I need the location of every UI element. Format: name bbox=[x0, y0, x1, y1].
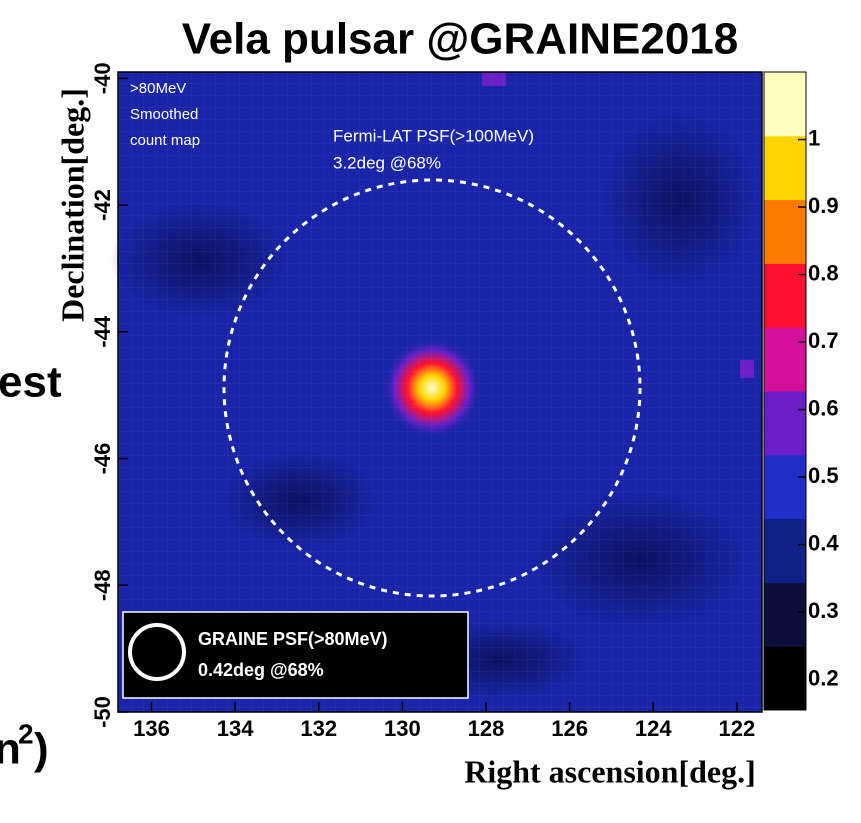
annotation: Fermi-LAT PSF(>100MeV) bbox=[333, 126, 534, 145]
colorbar-step bbox=[764, 455, 806, 519]
annotation: >80MeV bbox=[130, 80, 186, 97]
x-axis-label: Right ascension[deg.] bbox=[464, 753, 756, 789]
y-tick-label: -48 bbox=[90, 569, 115, 601]
x-tick-label: 134 bbox=[217, 716, 254, 741]
cropped-text: ) bbox=[34, 725, 49, 774]
chart: Vela pulsar @GRAINE2018 >80MeV Smoothed … bbox=[0, 0, 861, 818]
colorbar-step bbox=[764, 646, 806, 710]
colorbar-tick-label: 0.8 bbox=[808, 260, 839, 285]
colorbar-tick-label: 0.4 bbox=[808, 530, 839, 555]
y-axis-label: Declination[deg.] bbox=[54, 88, 90, 322]
colorbar-step bbox=[764, 582, 806, 646]
y-tick-label: -42 bbox=[90, 189, 115, 221]
annotation: GRAINE PSF(>80MeV) bbox=[198, 629, 388, 649]
colorbar-step bbox=[764, 136, 806, 200]
x-tick-label: 126 bbox=[551, 716, 588, 741]
annotation: Smoothed bbox=[130, 106, 198, 123]
x-tick-label: 130 bbox=[384, 716, 421, 741]
colorbar-step bbox=[764, 263, 806, 327]
y-tick-label: -40 bbox=[90, 62, 115, 94]
y-tick-label: -50 bbox=[90, 696, 115, 728]
colorbar-step bbox=[764, 200, 806, 264]
colorbar-step bbox=[764, 519, 806, 583]
y-tick-label: -44 bbox=[90, 315, 115, 348]
annotation: 0.42deg @68% bbox=[198, 660, 324, 680]
colorbar-tick-label: 0.7 bbox=[808, 328, 839, 353]
annotation: count map bbox=[130, 132, 200, 149]
colorbar-tick-label: 0.3 bbox=[808, 598, 839, 623]
colorbar-tick-label: 0.2 bbox=[808, 665, 839, 690]
colorbar-tick-label: 1 bbox=[808, 125, 820, 150]
x-tick-label: 132 bbox=[300, 716, 337, 741]
x-tick-label: 124 bbox=[635, 716, 672, 741]
cropped-text: est bbox=[0, 358, 62, 407]
x-tick-label: 122 bbox=[719, 716, 756, 741]
y-tick-label: -46 bbox=[90, 443, 115, 475]
colorbar-step bbox=[764, 391, 806, 455]
x-tick-label: 136 bbox=[133, 716, 170, 741]
colorbar-tick-label: 0.5 bbox=[808, 463, 839, 488]
graine-box bbox=[123, 612, 468, 698]
annotation: 3.2deg @68% bbox=[333, 153, 441, 172]
chart-title: Vela pulsar @GRAINE2018 bbox=[182, 15, 739, 64]
colorbar-tick-label: 0.9 bbox=[808, 193, 839, 218]
cropped-text: 2 bbox=[18, 718, 34, 749]
colorbar-tick-label: 0.6 bbox=[808, 395, 839, 420]
x-tick-label: 128 bbox=[468, 716, 505, 741]
colorbar-step bbox=[764, 72, 806, 136]
colorbar-step bbox=[764, 327, 806, 391]
